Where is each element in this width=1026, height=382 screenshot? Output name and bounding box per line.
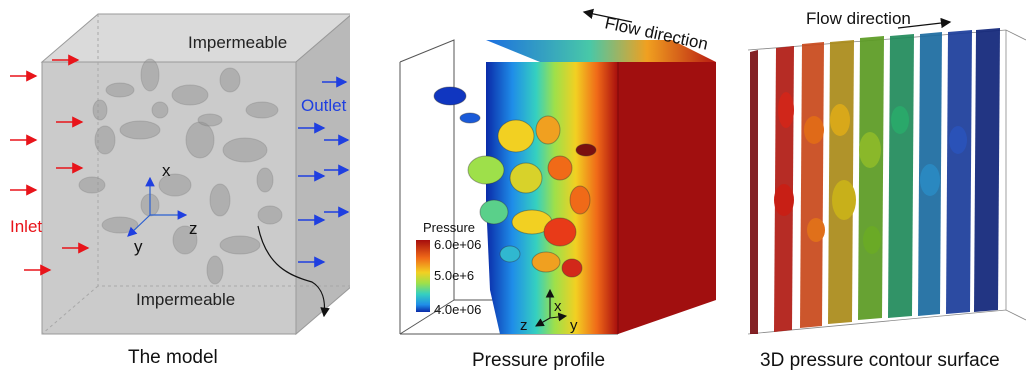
axis-x-label: x (162, 161, 171, 180)
legend-tick-high: 6.0e+06 (434, 237, 481, 252)
contour-caption: 3D pressure contour surface (760, 350, 1000, 371)
model-cube (40, 13, 350, 336)
pressure-legend-colorbar (416, 240, 430, 312)
contour-panel: Flow direction (747, 9, 1026, 335)
axis-z-label: z (189, 219, 198, 238)
pressure-right-face (618, 62, 716, 334)
pressure-axis-z: z (520, 317, 528, 334)
outlet-arrows (298, 76, 350, 268)
pressure-legend-title: Pressure (423, 220, 475, 235)
model-panel: x z y Impermeable Impermeable Inlet Outl… (10, 13, 350, 336)
inlet-label: Inlet (10, 217, 42, 236)
pressure-caption: Pressure profile (472, 350, 606, 371)
pressure-axes (535, 288, 568, 327)
contour-flow-arrow (897, 17, 952, 29)
pressure-panel: Flow direction Pressure 6.0e+06 5.0e+6 4… (399, 8, 716, 335)
pressure-axis-y: y (570, 317, 578, 334)
pressure-flow-arrow (582, 8, 633, 23)
inlet-arrows (10, 54, 90, 276)
contour-blobs (774, 92, 967, 254)
bottom-impermeable-label: Impermeable (136, 290, 235, 309)
legend-tick-low: 4.0e+06 (434, 302, 481, 317)
axis-y-label: y (134, 237, 143, 256)
pressure-top-face (486, 40, 716, 62)
contour-sheets (750, 28, 1000, 334)
pressure-front-face (486, 62, 618, 334)
model-caption: The model (128, 347, 218, 368)
top-impermeable-label: Impermeable (188, 33, 287, 52)
fracture-discs (78, 58, 283, 285)
pressure-axis-x: x (554, 298, 562, 315)
contour-flow-label: Flow direction (806, 9, 911, 28)
outlet-label: Outlet (301, 96, 347, 115)
legend-tick-mid: 5.0e+6 (434, 268, 474, 283)
model-axes (127, 176, 188, 237)
flow-path-curve (257, 225, 330, 318)
pressure-fracture-discs (433, 86, 597, 278)
